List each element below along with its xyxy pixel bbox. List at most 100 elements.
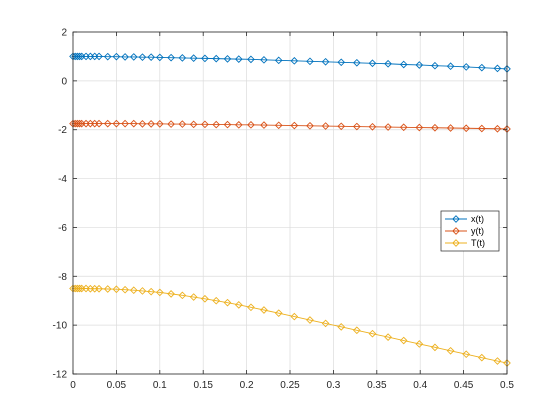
y-tick-label: 2 [61, 28, 67, 39]
data-point-xt [446, 62, 455, 71]
data-point-xt [247, 55, 255, 64]
data-point-yt [138, 120, 147, 128]
data-point-yt [75, 119, 84, 128]
data-point-tt [431, 343, 439, 352]
data-point-tt [274, 309, 283, 318]
x-tick-label: 0.05 [107, 380, 127, 391]
data-point-xt [337, 58, 346, 67]
data-point-yt [431, 123, 439, 132]
data-point-tt [384, 333, 392, 341]
data-point-tt [95, 284, 103, 293]
data-point-xt [112, 52, 121, 61]
data-point-tt [147, 287, 155, 296]
data-point-xt [321, 57, 330, 66]
legend-marker-tt [452, 239, 460, 247]
data-point-yt [201, 120, 209, 129]
data-point-yt [446, 124, 455, 132]
y-tick-label: -4 [58, 174, 67, 185]
x-tick-label: 0 [70, 380, 76, 391]
data-point-xt [260, 56, 268, 64]
data-point-tt [234, 301, 243, 309]
data-point-tt [415, 340, 424, 348]
data-point-xt [234, 55, 243, 63]
data-point-tt [138, 287, 147, 295]
data-point-tt [247, 303, 255, 312]
data-point-xt [75, 52, 84, 61]
data-point-yt [167, 120, 175, 128]
data-point-tt [321, 319, 330, 328]
data-point-tt [477, 353, 486, 362]
data-point-tt [446, 346, 455, 355]
data-point-yt [384, 123, 392, 131]
data-point-xt [399, 60, 408, 69]
data-point-yt [290, 121, 299, 130]
data-point-yt [212, 120, 221, 129]
legend-marker-yt [452, 227, 460, 235]
data-point-yt [260, 121, 268, 129]
y-tick-label: -2 [58, 125, 67, 136]
legend: x(t) y(t) T(t) [440, 210, 500, 252]
legend-label-tt: T(t) [471, 238, 485, 248]
x-tick-label: 0.35 [367, 380, 387, 391]
data-point-tt [493, 357, 502, 365]
data-point-xt [155, 53, 164, 62]
x-tick-label: 0.4 [413, 380, 427, 391]
x-tick-label: 0.45 [454, 380, 474, 391]
y-tick-label: -8 [58, 272, 67, 283]
data-point-tt [178, 291, 187, 300]
data-point-xt [290, 56, 299, 65]
data-point-xt [431, 61, 439, 70]
data-point-xt [223, 55, 232, 63]
data-point-yt [223, 120, 232, 129]
data-point-yt [112, 119, 121, 128]
data-point-yt [129, 119, 138, 128]
data-point-yt [493, 124, 502, 133]
data-point-xt [147, 53, 155, 61]
data-point-tt [212, 296, 221, 305]
data-point-tt [368, 329, 377, 338]
y-tick-label: -10 [53, 321, 68, 332]
data-point-yt [95, 119, 103, 128]
data-point-yt [121, 119, 129, 128]
data-point-tt [260, 306, 268, 314]
data-point-tt [155, 288, 164, 297]
data-point-tt [290, 312, 299, 321]
data-point-xt [121, 53, 129, 61]
legend-label-xt: x(t) [471, 214, 484, 224]
x-tick-label: 0.15 [193, 380, 213, 391]
data-point-xt [368, 59, 377, 68]
legend-marker-xt [452, 215, 460, 223]
data-point-yt [415, 123, 424, 132]
data-point-tt [121, 285, 129, 294]
series-layer [69, 52, 511, 367]
data-point-tt [223, 298, 232, 307]
data-point-yt [234, 120, 243, 129]
y-tick-label: -12 [53, 370, 68, 381]
data-point-tt [462, 350, 471, 359]
data-point-tt [352, 326, 361, 335]
x-tick-label: 0.5 [500, 380, 514, 391]
x-tick-label: 0.25 [280, 380, 300, 391]
data-point-yt [274, 121, 283, 130]
data-point-yt [247, 120, 255, 129]
data-point-yt [189, 120, 198, 129]
data-point-xt [129, 53, 138, 61]
data-point-yt [352, 122, 361, 131]
data-point-tt [306, 316, 314, 324]
data-point-xt [306, 57, 314, 66]
data-point-yt [337, 122, 346, 131]
data-point-yt [477, 124, 486, 133]
data-point-xt [415, 61, 424, 69]
axis-ticks: 0 0.05 0.1 0.15 0.2 0.25 0.3 0.35 0.4 0.45 0.5 -12 -… [53, 28, 515, 392]
data-point-xt [212, 54, 221, 63]
data-point-yt [368, 122, 377, 131]
x-tick-label: 0.2 [240, 380, 254, 391]
legend-label-yt: y(t) [471, 226, 484, 236]
data-point-xt [493, 64, 502, 73]
data-point-tt [167, 290, 175, 298]
data-point-yt [462, 124, 471, 133]
data-point-tt [103, 285, 112, 293]
data-point-xt [95, 52, 103, 61]
data-point-yt [178, 120, 187, 128]
